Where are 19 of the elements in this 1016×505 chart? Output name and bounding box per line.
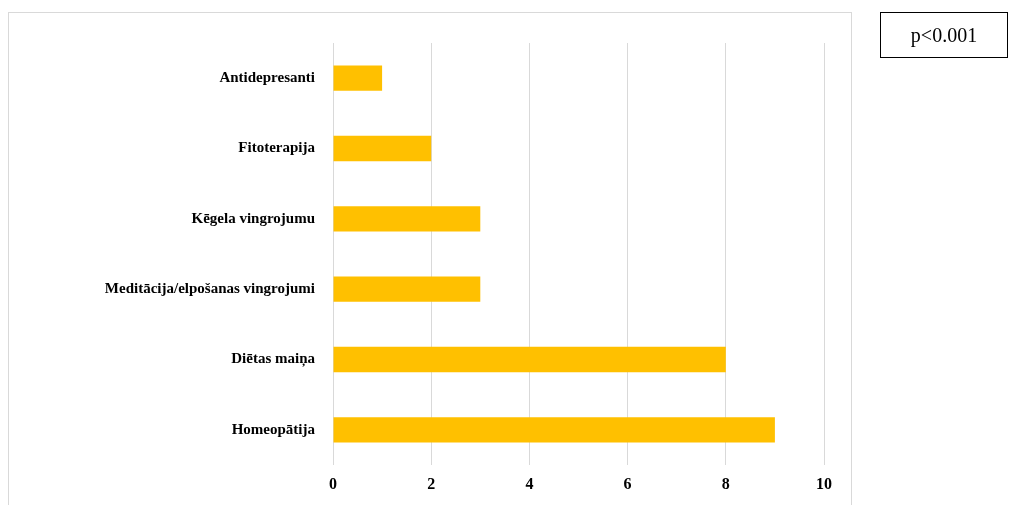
y-tick-label: Fitoterapija (238, 139, 316, 156)
bar (333, 276, 481, 302)
x-tick-label: 4 (525, 474, 534, 492)
y-tick-label: Diētas maiņa (231, 350, 316, 368)
bar (333, 346, 726, 373)
y-tick-label: Kēgela vingrojumu (191, 209, 315, 226)
x-tick-label: 6 (623, 474, 632, 492)
y-tick-label: Meditācija/elpošanas vingrojumi (104, 280, 315, 297)
y-tick-label: Homeopātija (231, 420, 316, 437)
y-tick-label: Antidepresanti (219, 69, 315, 86)
x-tick-label: 10 (816, 474, 832, 492)
text: p<0.001 (880, 12, 1008, 58)
bar (333, 135, 432, 162)
x-tick-label: 8 (721, 474, 730, 492)
bar (333, 206, 481, 232)
bar (333, 65, 383, 91)
bar (333, 417, 775, 443)
x-tick-label: 0 (329, 474, 337, 492)
x-tick-label: 2 (427, 474, 436, 492)
